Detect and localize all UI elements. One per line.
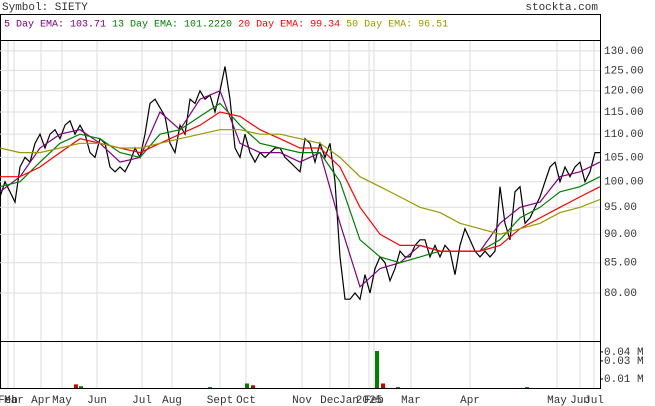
x-tick-label: Nov	[292, 395, 312, 406]
y-tick-label: 130.00	[604, 46, 644, 58]
y-tick-label: 85.00	[604, 258, 637, 270]
volume-bar	[525, 387, 529, 388]
y-tick-label: 125.00	[604, 65, 644, 77]
y-tick-label: 110.00	[604, 129, 644, 141]
chart-title: Symbol: SIETY	[2, 2, 88, 14]
x-tick-label: 2025	[356, 395, 382, 406]
volume-bar	[396, 387, 400, 388]
y-tick-label: 90.00	[604, 229, 637, 241]
volume-bar	[381, 383, 385, 388]
y-tick-label: 95.00	[604, 202, 637, 214]
x-tick-label: Jun	[570, 395, 590, 406]
volume-bar	[79, 386, 83, 388]
x-tick-label: Dec	[320, 395, 340, 406]
volume-bar	[208, 387, 212, 388]
x-tick-label: Aug	[162, 395, 182, 406]
x-tick-label: Feb	[0, 395, 18, 406]
x-tick-label: Oct	[236, 395, 256, 406]
volume-bar	[251, 385, 255, 388]
x-tick-label: Apr	[460, 395, 480, 406]
price-line	[0, 129, 601, 235]
price-line	[0, 102, 601, 264]
frame	[0, 14, 601, 389]
y-tick-label: 0.01 M	[604, 374, 644, 386]
x-tick-label: May	[52, 395, 72, 406]
x-tick-label: Jan	[339, 395, 359, 406]
x-tick-label: Jul	[132, 395, 152, 406]
x-tick-label: Jun	[87, 395, 107, 406]
volume-bar	[375, 351, 379, 388]
x-tick-label: Mar	[4, 395, 24, 406]
x-tick-label: May	[547, 395, 567, 406]
y-tick-label: 115.00	[604, 107, 644, 119]
y-tick-label: 80.00	[604, 288, 637, 300]
volume-bar	[74, 384, 78, 388]
y-tick-label: 105.00	[604, 152, 644, 164]
y-tick-label: 0.03 M	[604, 356, 644, 368]
x-tick-label: Sept	[207, 395, 233, 406]
y-tick-label: 120.00	[604, 86, 644, 98]
volume-bar	[245, 383, 249, 388]
source: stockta.com	[525, 2, 598, 14]
legend-entry: 20 Day EMA: 99.34	[238, 20, 340, 31]
x-tick-label: Mar	[401, 395, 421, 406]
legend-entry: 50 Day EMA: 96.51	[346, 20, 448, 31]
legend-entry: 13 Day EMA: 101.2220	[112, 20, 232, 31]
x-tick-label: Jul	[584, 395, 604, 406]
y-tick-label: 100.00	[604, 177, 644, 189]
x-tick-label: Apr	[31, 395, 51, 406]
x-tick-label: Feb	[364, 395, 384, 406]
y-tick-label: 0.04 M	[604, 347, 644, 359]
legend-entry: 5 Day EMA: 103.71	[4, 20, 106, 31]
